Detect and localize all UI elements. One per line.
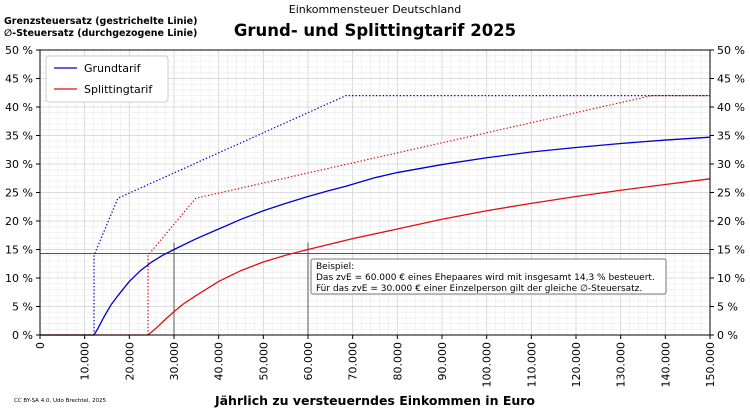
x-tick-label: 30.000 <box>168 342 181 381</box>
series-legend: Grundtarif Splittingtarif <box>45 55 169 103</box>
annotation-title: Beispiel: <box>316 262 354 272</box>
dashed-line-explanation: Grenzsteuersatz (gestrichelte Linie) <box>4 16 198 27</box>
y-tick-label-right: 35 % <box>717 130 745 143</box>
axis-ticks: 0 % 0 % 5 % 5 % 10 % 10 % 15 % 15 % 20 % 20 % 25 %… <box>5 44 745 388</box>
x-tick-label: 130.000 <box>615 342 628 388</box>
y-tick-label-left: 0 % <box>12 329 33 342</box>
y-tick-label-right: 20 % <box>717 215 745 228</box>
license-credit: CC BY-SA 4.0, Udo Brechtel, 2025 <box>14 398 106 404</box>
x-tick-label: 150.000 <box>704 342 717 388</box>
y-tick-label-right: 15 % <box>717 244 745 257</box>
y-tick-label-right: 45 % <box>717 73 745 86</box>
y-tick-label-right: 5 % <box>717 301 738 314</box>
series-lines <box>40 95 711 336</box>
x-tick-label: 80.000 <box>391 342 404 381</box>
x-tick-label: 110.000 <box>525 342 538 388</box>
x-tick-label: 140.000 <box>659 342 672 388</box>
x-tick-label: 40.000 <box>213 342 226 381</box>
x-axis-label: Jährlich zu versteuerndes Einkommen in E… <box>214 393 536 408</box>
y-tick-label-left: 25 % <box>5 187 33 200</box>
x-tick-label: 20.000 <box>123 342 136 381</box>
example-annotation: Beispiel: Das zvE = 60.000 € eines Ehepa… <box>310 258 667 295</box>
series-splittingtarif-marginal <box>147 95 710 335</box>
y-tick-label-left: 15 % <box>5 244 33 257</box>
y-tick-label-right: 30 % <box>717 158 745 171</box>
y-tick-label-right: 50 % <box>717 44 745 57</box>
y-tick-label-right: 0 % <box>717 329 738 342</box>
y-tick-label-left: 20 % <box>5 215 33 228</box>
x-tick-label: 10.000 <box>79 342 92 381</box>
x-tick-label: 70.000 <box>347 342 360 381</box>
x-tick-label: 90.000 <box>436 342 449 381</box>
legend-label-grundtarif: Grundtarif <box>84 62 142 75</box>
annotation-line-1: Das zvE = 60.000 € eines Ehepaares wird … <box>316 273 655 283</box>
x-tick-label: 0 <box>34 342 47 349</box>
chart-title: Grund- und Splittingtarif 2025 <box>233 21 517 40</box>
annotation-frame <box>310 258 667 295</box>
reference-lines <box>40 242 710 335</box>
y-tick-label-left: 45 % <box>5 73 33 86</box>
y-tick-label-left: 35 % <box>5 130 33 143</box>
y-tick-label-right: 10 % <box>717 272 745 285</box>
legend-label-splittingtarif: Splittingtarif <box>84 83 153 96</box>
y-tick-label-left: 30 % <box>5 158 33 171</box>
y-tick-label-right: 40 % <box>717 101 745 114</box>
y-tick-label-left: 5 % <box>12 301 33 314</box>
series-grundtarif-average <box>40 136 711 336</box>
y-tick-label-left: 10 % <box>5 272 33 285</box>
x-tick-label: 50.000 <box>257 342 270 381</box>
y-tick-label-left: 40 % <box>5 101 33 114</box>
y-tick-label-left: 50 % <box>5 44 33 57</box>
solid-line-explanation: ∅-Steuersatz (durchgezogene Linie) <box>4 28 198 39</box>
series-splittingtarif-average <box>40 178 711 336</box>
y-tick-label-right: 25 % <box>717 187 745 200</box>
x-tick-label: 120.000 <box>570 342 583 388</box>
annotation-line-2: Für das zvE = 30.000 € einer Einzelperso… <box>316 284 642 294</box>
x-tick-label: 100.000 <box>481 342 494 388</box>
x-tick-label: 60.000 <box>302 342 315 381</box>
chart-suptitle: Einkommensteuer Deutschland <box>288 3 462 16</box>
